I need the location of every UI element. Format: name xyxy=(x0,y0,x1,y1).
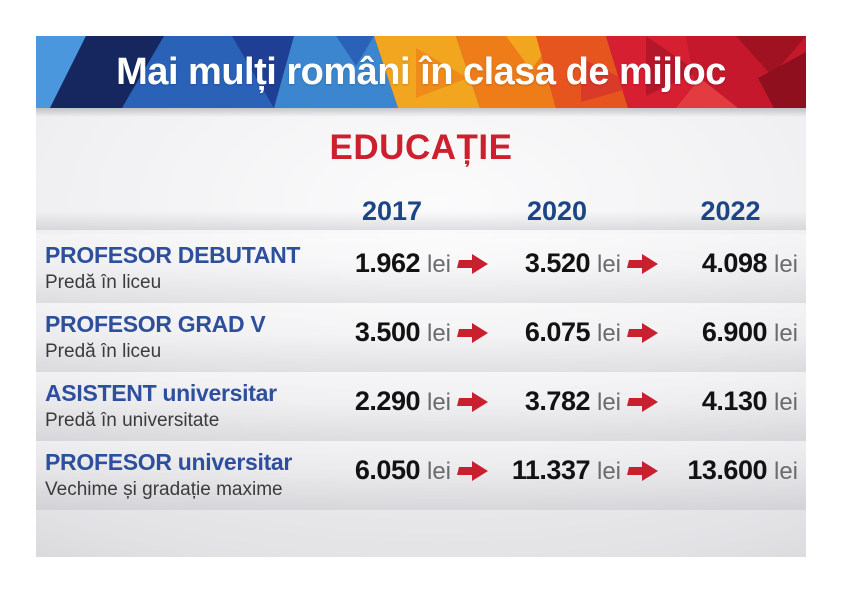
banner: Mai mulți români în clasa de mijloc xyxy=(36,36,806,108)
salary-table: PROFESOR DEBUTANT Predă în liceu 1.962 l… xyxy=(36,234,806,510)
banner-title: Mai mulți români în clasa de mijloc xyxy=(116,50,726,93)
currency-unit: lei xyxy=(773,320,798,347)
currency-unit: lei xyxy=(426,251,451,278)
currency-unit: lei xyxy=(596,458,621,485)
right-arrow-icon xyxy=(451,251,493,277)
salary-value-2017: 1.962 lei xyxy=(333,248,451,279)
salary-value-2022: 4.130 lei xyxy=(663,386,798,417)
currency-unit: lei xyxy=(426,320,451,347)
salary-number: 3.520 xyxy=(524,248,591,278)
salary-value-2020: 11.337 lei xyxy=(493,455,621,486)
salary-number: 13.600 xyxy=(687,455,767,485)
currency-unit: lei xyxy=(426,458,451,485)
right-arrow-icon xyxy=(621,320,663,346)
right-arrow-icon xyxy=(451,389,493,415)
salary-value-2020: 3.520 lei xyxy=(493,248,621,279)
position-subtitle: Predă în universitate xyxy=(45,409,220,431)
salary-number: 6.050 xyxy=(354,455,421,485)
row-label: PROFESOR DEBUTANT Predă în liceu xyxy=(45,243,333,293)
salary-value-2022: 4.098 lei xyxy=(663,248,798,279)
salary-value-2020: 3.782 lei xyxy=(493,386,621,417)
right-arrow-icon xyxy=(451,458,493,484)
right-arrow-icon xyxy=(621,251,663,277)
position-subtitle: Predă în liceu xyxy=(45,271,162,293)
table-row: ASISTENT universitar Predă în universita… xyxy=(36,372,806,441)
table-row: PROFESOR universitar Vechime și gradație… xyxy=(36,441,806,510)
position-title: PROFESOR GRAD V xyxy=(45,311,266,338)
currency-unit: lei xyxy=(426,389,451,416)
right-arrow-icon xyxy=(621,389,663,415)
salary-number: 6.900 xyxy=(701,317,768,347)
salary-value-2017: 3.500 lei xyxy=(333,317,451,348)
currency-unit: lei xyxy=(773,458,798,485)
row-label: ASISTENT universitar Predă în universita… xyxy=(45,381,333,431)
year-header-2020: 2020 xyxy=(526,195,588,226)
salary-number: 3.782 xyxy=(524,386,591,416)
position-subtitle: Predă în liceu xyxy=(45,340,162,362)
salary-value-2022: 6.900 lei xyxy=(663,317,798,348)
position-title: PROFESOR universitar xyxy=(45,449,293,476)
salary-number: 2.290 xyxy=(354,386,421,416)
row-label: PROFESOR universitar Vechime și gradație… xyxy=(45,450,333,500)
banner-shadow-strip xyxy=(36,108,806,117)
infographic-panel: Mai mulți români în clasa de mijloc EDUC… xyxy=(36,36,806,557)
salary-number: 6.075 xyxy=(524,317,591,347)
currency-unit: lei xyxy=(773,389,798,416)
currency-unit: lei xyxy=(596,251,621,278)
salary-number: 4.098 xyxy=(701,248,768,278)
salary-value-2022: 13.600 lei xyxy=(663,455,798,486)
salary-number: 1.962 xyxy=(354,248,421,278)
position-title: ASISTENT universitar xyxy=(45,380,277,407)
currency-unit: lei xyxy=(596,389,621,416)
right-arrow-icon xyxy=(621,458,663,484)
salary-value-2017: 6.050 lei xyxy=(333,455,451,486)
position-subtitle: Vechime și gradație maxime xyxy=(45,478,283,500)
currency-unit: lei xyxy=(596,320,621,347)
position-title: PROFESOR DEBUTANT xyxy=(45,242,301,269)
salary-number: 4.130 xyxy=(701,386,768,416)
year-header-2022: 2022 xyxy=(700,195,761,226)
salary-value-2017: 2.290 lei xyxy=(333,386,451,417)
row-label: PROFESOR GRAD V Predă în liceu xyxy=(45,312,333,362)
currency-unit: lei xyxy=(773,251,798,278)
salary-value-2020: 6.075 lei xyxy=(493,317,621,348)
low-poly-banner-background xyxy=(36,36,806,108)
year-header-2017: 2017 xyxy=(361,195,423,226)
salary-number: 11.337 xyxy=(511,455,591,485)
table-row: PROFESOR DEBUTANT Predă în liceu 1.962 l… xyxy=(36,234,806,303)
table-row: PROFESOR GRAD V Predă în liceu 3.500 lei… xyxy=(36,303,806,372)
right-arrow-icon xyxy=(451,320,493,346)
year-header-row: 2017 2020 2022 xyxy=(36,192,806,230)
salary-number: 3.500 xyxy=(354,317,421,347)
section-title: EDUCAȚIE xyxy=(329,128,513,167)
